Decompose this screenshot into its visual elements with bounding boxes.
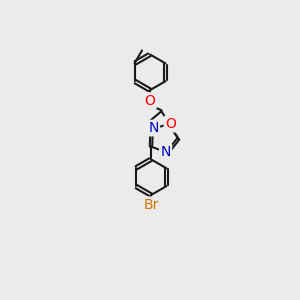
- Text: N: N: [148, 121, 159, 135]
- Text: N: N: [160, 145, 171, 159]
- Text: O: O: [145, 94, 155, 108]
- Text: Br: Br: [143, 198, 159, 212]
- Text: O: O: [165, 117, 176, 131]
